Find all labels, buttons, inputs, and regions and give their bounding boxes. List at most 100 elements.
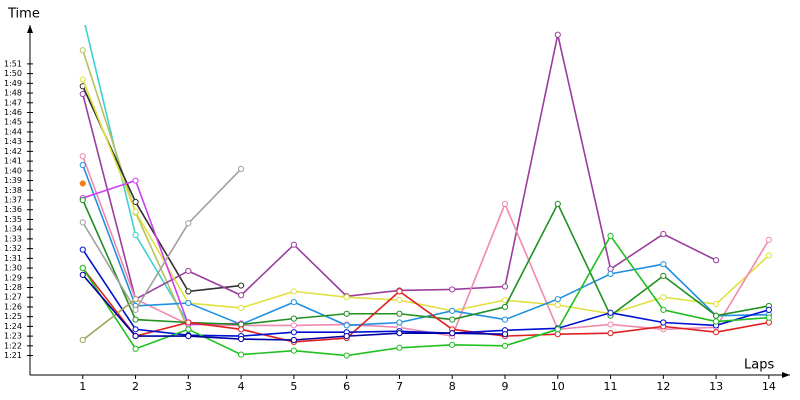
y-tick-label: 1:49 (4, 79, 22, 88)
point (501, 316, 509, 323)
series-line (82, 267, 770, 343)
point (554, 296, 561, 303)
point (290, 336, 297, 344)
point (501, 303, 509, 311)
point (185, 267, 192, 275)
x-tick-label: 13 (709, 380, 723, 393)
y-tick-label: 1:28 (4, 283, 22, 292)
point (343, 294, 350, 301)
series-line (82, 298, 137, 341)
x-tick-label: 12 (656, 380, 670, 393)
y-tick-label: 1:42 (4, 147, 22, 156)
y-tick-label: 1:37 (4, 196, 22, 205)
point (396, 288, 403, 295)
y-tick-label: 1:27 (4, 293, 22, 302)
y-tick-label: 1:47 (4, 98, 22, 107)
point (80, 13, 85, 18)
point (132, 208, 139, 215)
series-line (82, 199, 770, 326)
point (396, 297, 403, 304)
point (185, 220, 192, 227)
point (79, 76, 86, 83)
x-tick-label: 5 (290, 380, 297, 393)
point (765, 252, 772, 259)
point (607, 270, 614, 277)
y-tick-label: 1:44 (4, 127, 22, 136)
point (501, 331, 509, 338)
point (290, 329, 297, 336)
series-line (82, 164, 769, 327)
y-tick-label: 1:41 (4, 157, 22, 166)
point (79, 336, 86, 344)
point (449, 286, 456, 293)
x-tick-label: 11 (604, 380, 618, 393)
x-tick-label: 8 (449, 380, 456, 393)
point (132, 345, 139, 352)
y-tick-label: 1:34 (4, 225, 22, 234)
point (79, 47, 86, 54)
x-tick-label: 10 (551, 380, 565, 393)
y-tick-label: 1:25 (4, 312, 22, 321)
point (79, 271, 86, 278)
point (185, 288, 192, 295)
point (449, 307, 456, 314)
x-axis-label: Laps (744, 358, 774, 373)
point (554, 301, 561, 309)
point (79, 196, 86, 204)
point (79, 219, 86, 226)
point (607, 309, 614, 316)
y-tick-label: 1:40 (4, 166, 22, 175)
point (79, 90, 86, 98)
point (713, 318, 720, 325)
x-tick-label: 7 (396, 380, 403, 393)
point (132, 333, 139, 340)
y-tick-label: 1:36 (4, 205, 22, 214)
point (132, 316, 139, 323)
point (501, 342, 509, 349)
point (290, 347, 297, 354)
point (132, 326, 139, 333)
y-tick-label: 1:31 (4, 254, 22, 263)
y-tick-label: 1:23 (4, 332, 22, 341)
y-tick-label: 1:21 (4, 351, 22, 360)
point (238, 335, 245, 343)
point (132, 296, 139, 303)
x-tick-label: 6 (343, 380, 350, 393)
point (449, 316, 456, 323)
y-tick-label: 1:24 (4, 322, 22, 331)
point (132, 177, 139, 184)
y-tick-label: 1:43 (4, 137, 22, 146)
y-tick-label: 1:33 (4, 234, 22, 243)
y-axis-label: Time (7, 7, 40, 22)
series-line (82, 249, 770, 337)
point (713, 300, 720, 308)
point (238, 165, 245, 172)
point (132, 198, 139, 206)
point (79, 264, 86, 272)
y-tick-label: 1:39 (4, 176, 22, 185)
y-tick-label: 1:46 (4, 108, 22, 117)
point (765, 314, 772, 321)
point (396, 319, 403, 326)
point (79, 246, 86, 253)
y-tick-label: 1:35 (4, 215, 22, 224)
point (607, 330, 614, 337)
point (660, 272, 667, 279)
y-tick-label: 1:48 (4, 89, 22, 98)
point (79, 180, 86, 187)
y-tick-label: 1:22 (4, 341, 22, 350)
point (238, 282, 245, 289)
point (396, 310, 403, 317)
point (396, 344, 403, 351)
point (501, 283, 509, 290)
point (238, 304, 245, 312)
y-tick-label: 1:50 (4, 69, 22, 78)
point (79, 161, 86, 169)
point (607, 321, 614, 328)
y-tick-label: 1:51 (4, 59, 22, 68)
point (396, 330, 403, 337)
point (343, 322, 350, 329)
point (660, 230, 667, 238)
